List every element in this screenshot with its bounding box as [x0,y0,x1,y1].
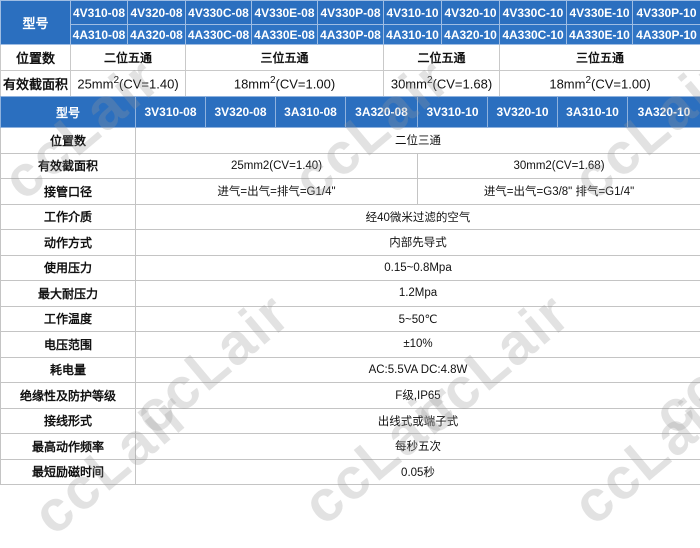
row-value: 0.15~0.8Mpa [136,255,700,281]
model-header: 型号 [1,97,136,128]
row-label: 接线形式 [1,408,136,434]
row-label: 工作温度 [1,306,136,332]
area-value: 25mm2(CV=1.40) [71,71,186,97]
row-label: 耗电量 [1,357,136,383]
row-label: 有效截面积 [1,153,136,179]
area-label: 有效截面积 [1,71,71,97]
row-value: AC:5.5VA DC:4.8W [136,357,700,383]
row-label: 绝缘性及防护等级 [1,383,136,409]
model-cell: 4V310-10 [384,1,442,25]
table-row: 位置数二位三通 [1,128,700,154]
model-cell: 4A330E-10 [567,25,633,45]
row-value: 经40微米过滤的空气 [136,204,700,230]
model-cell: 4A310-10 [384,25,442,45]
model-cell: 4A330E-08 [252,25,318,45]
model-cell: 4V330P-08 [318,1,384,25]
row-value: 5~50℃ [136,306,700,332]
model-cell: 3V320-10 [488,97,558,128]
spec-table-3v: 型号 3V310-08 3V320-08 3A310-08 3A320-08 3… [0,96,700,485]
model-cell: 4A310-08 [71,25,128,45]
row-label: 电压范围 [1,332,136,358]
model-cell: 3A320-08 [346,97,418,128]
row-label: 最大耐压力 [1,281,136,307]
row-value: 1.2Mpa [136,281,700,307]
row-value: 0.05秒 [136,459,700,485]
row-value: 进气=出气=G3/8" 排气=G1/4" [418,179,700,205]
model-header: 型号 [1,1,71,45]
model-cell: 4A330C-08 [186,25,252,45]
model-cell: 3V320-08 [206,97,276,128]
spec-table-4v: 型号 4V310-08 4V320-08 4V330C-08 4V330E-08… [0,0,700,97]
position-value: 三位五通 [500,45,700,71]
row-value: 进气=出气=排气=G1/4" [136,179,418,205]
model-cell: 4A330P-08 [318,25,384,45]
row-value: 二位三通 [136,128,700,154]
model-cell: 3A310-10 [558,97,628,128]
row-value: 每秒五次 [136,434,700,460]
area-value: 18mm2(CV=1.00) [500,71,700,97]
model-cell: 4A330P-10 [633,25,700,45]
model-cell: 4V310-08 [71,1,128,25]
model-cell: 4V330C-08 [186,1,252,25]
row-label: 使用压力 [1,255,136,281]
area-value: 18mm2(CV=1.00) [186,71,384,97]
model-cell: 4A320-10 [442,25,500,45]
model-cell: 4V330E-08 [252,1,318,25]
table-row: 动作方式内部先导式 [1,230,700,256]
row-value: ±10% [136,332,700,358]
row-value: 30mm2(CV=1.68) [418,153,700,179]
position-value: 三位五通 [186,45,384,71]
model-cell: 4V320-08 [128,1,186,25]
row-label: 动作方式 [1,230,136,256]
row-value: 内部先导式 [136,230,700,256]
position-label: 位置数 [1,45,71,71]
row-value: 25mm2(CV=1.40) [136,153,418,179]
position-value: 二位五通 [71,45,186,71]
model-cell: 3V310-10 [418,97,488,128]
model-cell: 4A320-08 [128,25,186,45]
position-value: 二位五通 [384,45,500,71]
area-value: 30mm2(CV=1.68) [384,71,500,97]
model-cell: 3A320-10 [628,97,700,128]
model-cell: 4V330E-10 [567,1,633,25]
row-label: 工作介质 [1,204,136,230]
model-cell: 3A310-08 [276,97,346,128]
row-label: 接管口径 [1,179,136,205]
row-label: 位置数 [1,128,136,154]
model-cell: 4V330C-10 [500,1,567,25]
model-cell: 4V320-10 [442,1,500,25]
model-cell: 3V310-08 [136,97,206,128]
table-row: 接线形式出线式或端子式 [1,408,700,434]
table-row: 电压范围±10% [1,332,700,358]
table-row: 最高动作频率每秒五次 [1,434,700,460]
model-cell: 4V330P-10 [633,1,700,25]
row-value: F级,IP65 [136,383,700,409]
table-row: 接管口径进气=出气=排气=G1/4"进气=出气=G3/8" 排气=G1/4" [1,179,700,205]
row-label: 最高动作频率 [1,434,136,460]
table-row: 工作介质经40微米过滤的空气 [1,204,700,230]
row-label: 最短励磁时间 [1,459,136,485]
model-cell: 4A330C-10 [500,25,567,45]
row-value: 出线式或端子式 [136,408,700,434]
